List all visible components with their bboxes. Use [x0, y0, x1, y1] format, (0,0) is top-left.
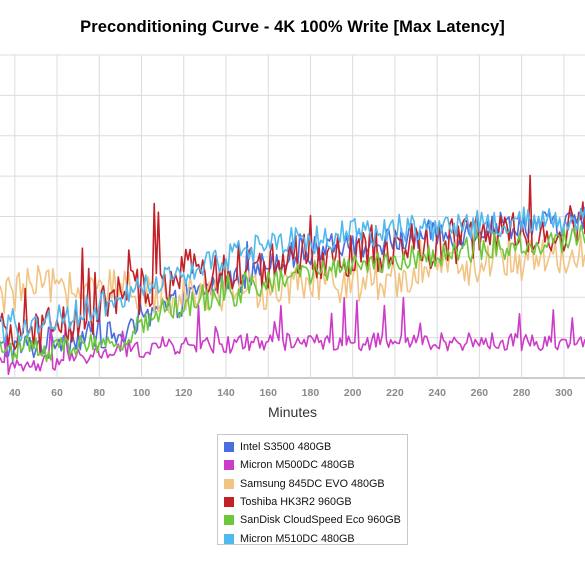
legend-swatch: [224, 533, 234, 544]
legend-item: Toshiba HK3R2 960GB: [218, 493, 407, 511]
legend-label: SanDisk CloudSpeed Eco 960GB: [240, 514, 401, 527]
chart-title: Preconditioning Curve - 4K 100% Write [M…: [80, 18, 505, 36]
legend-swatch: [224, 460, 234, 471]
legend-swatch: [224, 442, 234, 453]
x-tick-label: 120: [175, 387, 193, 399]
series-line: [0, 229, 585, 315]
x-tick-label: 40: [9, 387, 21, 399]
x-tick-label: 260: [471, 387, 489, 399]
series-line: [0, 174, 585, 354]
legend-label: Micron M510DC 480GB: [240, 532, 355, 545]
x-tick-label: 220: [386, 387, 404, 399]
series-line: [0, 206, 585, 344]
x-tick-label: 200: [344, 387, 362, 399]
x-tick-label: 100: [133, 387, 151, 399]
x-tick-label: 280: [513, 387, 531, 399]
legend-label: Toshiba HK3R2 960GB: [240, 496, 352, 509]
series-line: [0, 222, 585, 363]
legend-item: Intel S3500 480GB: [218, 438, 407, 456]
x-tick-label: 240: [428, 387, 446, 399]
x-tick-label: 80: [93, 387, 105, 399]
legend-label: Micron M500DC 480GB: [240, 459, 355, 472]
legend-label: Intel S3500 480GB: [240, 441, 332, 454]
legend-item: Samsung 845DC EVO 480GB: [218, 475, 407, 493]
legend-item: Micron M500DC 480GB: [218, 456, 407, 474]
x-tick-label: 180: [302, 387, 320, 399]
x-axis-title: Minutes: [267, 404, 318, 420]
legend-swatch: [224, 478, 234, 489]
chart-plot-area: 40 60 80 100 120 140 160 180 200 220 240 260 280 300: [0, 54, 585, 399]
x-tick-label: 300: [555, 387, 573, 399]
x-tick-label: 140: [217, 387, 235, 399]
x-tick-label: 60: [51, 387, 63, 399]
x-tick-label: 160: [259, 387, 277, 399]
legend-swatch: [224, 515, 234, 526]
series-lines: [0, 174, 585, 376]
x-tick-labels: 40 60 80 100 120 140 160 180 200 220 240 260 280 300: [9, 387, 573, 399]
legend-item: Micron M510DC 480GB: [218, 529, 407, 547]
legend-item: SanDisk CloudSpeed Eco 960GB: [218, 511, 407, 529]
legend-swatch: [224, 497, 234, 508]
legend: Intel S3500 480GB Micron M500DC 480GB Sams…: [217, 434, 408, 545]
legend-label: Samsung 845DC EVO 480GB: [240, 477, 385, 490]
